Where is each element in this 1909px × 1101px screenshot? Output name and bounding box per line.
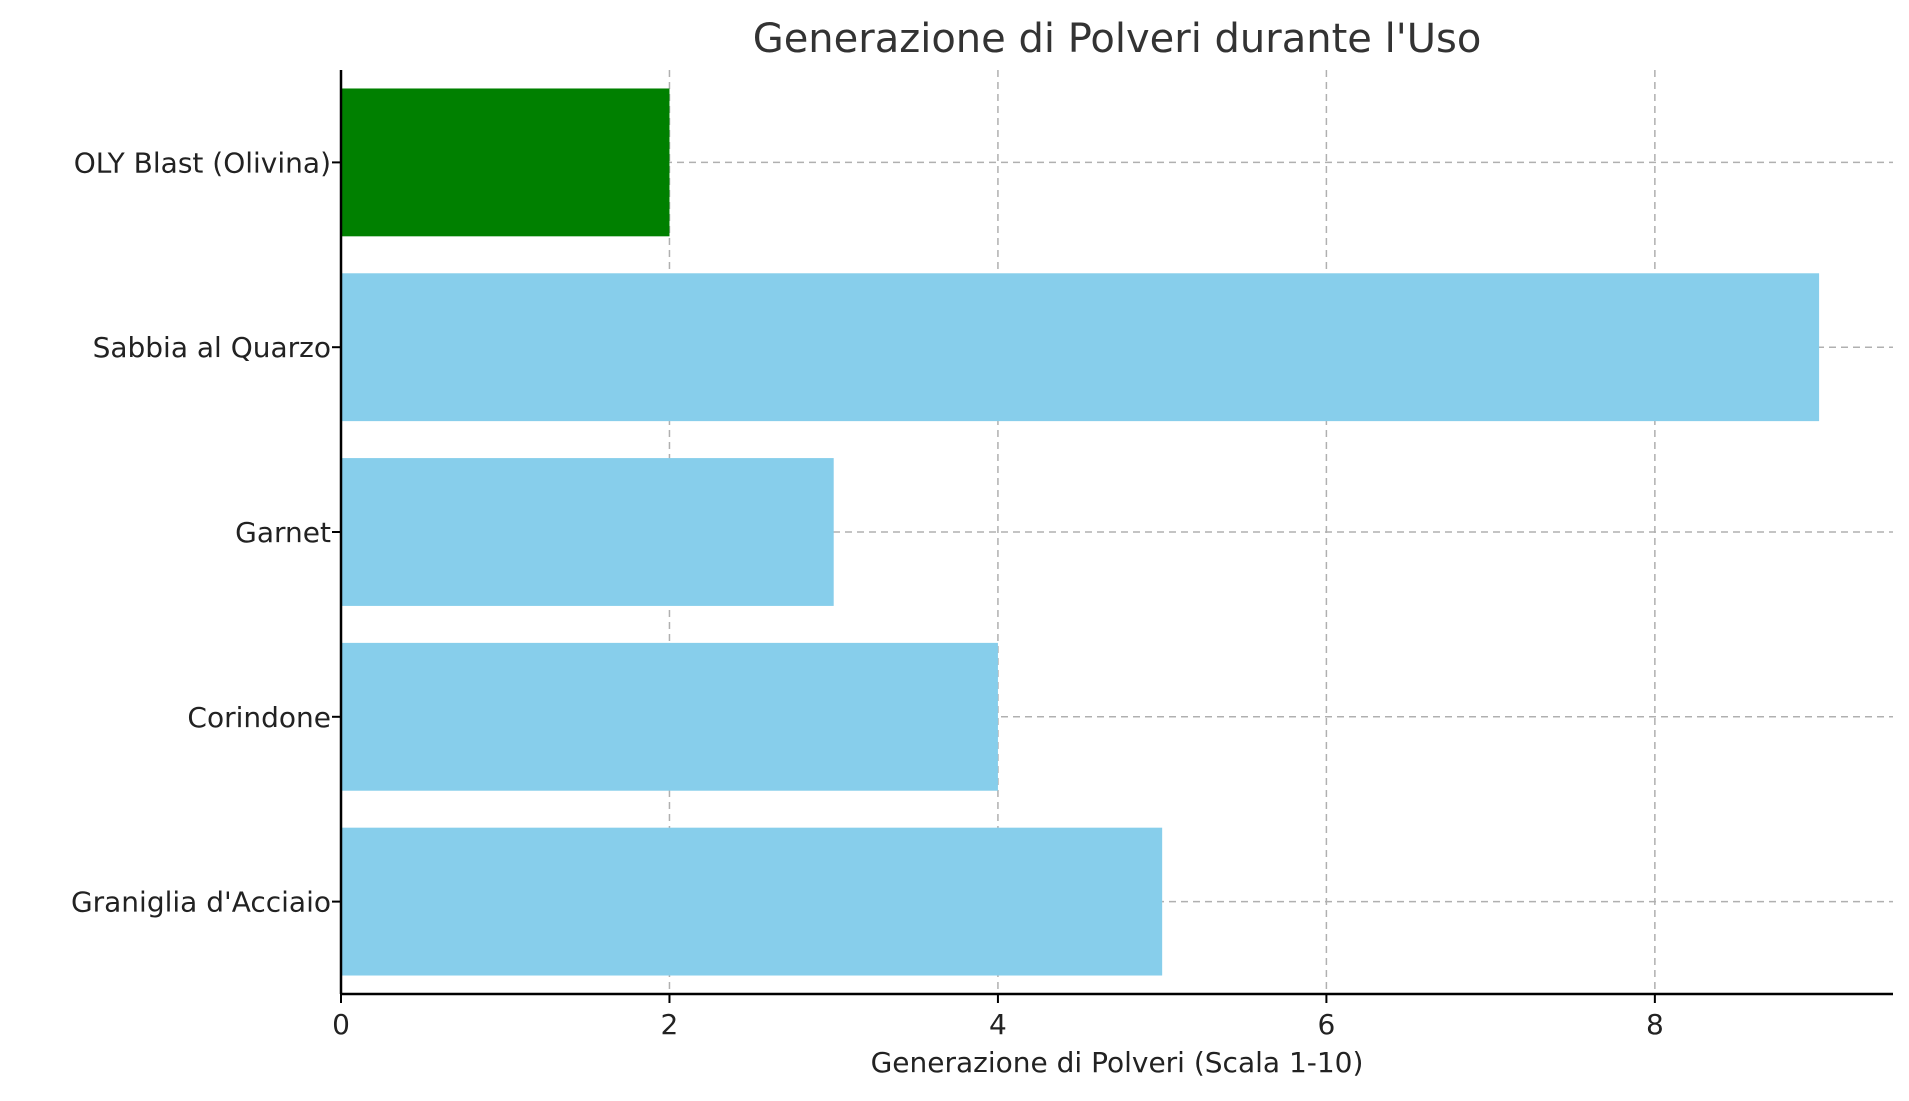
bar — [341, 273, 1820, 422]
bar — [341, 827, 1163, 976]
bar — [341, 642, 998, 791]
x-tick-label: 2 — [661, 1008, 679, 1041]
bar — [341, 458, 834, 606]
bars — [341, 88, 1820, 976]
y-tick-label: Garnet — [235, 516, 331, 549]
bar — [341, 88, 670, 237]
y-tick-label: Sabbia al Quarzo — [93, 331, 331, 364]
x-tick-label: 6 — [1317, 1008, 1335, 1041]
y-tick-label: Graniglia d'Acciaio — [71, 886, 331, 919]
ticks: 0 2 4 6 8 Graniglia d'Acciaio Corindone Garnet S… — [71, 146, 1664, 1041]
x-tick-label: 8 — [1646, 1008, 1664, 1041]
x-axis-label: Generazione di Polveri (Scala 1-10) — [871, 1046, 1364, 1079]
chart-title: Generazione di Polveri durante l'Uso — [753, 16, 1482, 62]
x-tick-label: 0 — [332, 1008, 350, 1041]
y-tick-label: Corindone — [187, 701, 331, 734]
y-tick-label: OLY Blast (Olivina) — [74, 146, 331, 179]
x-tick-label: 4 — [989, 1008, 1007, 1041]
